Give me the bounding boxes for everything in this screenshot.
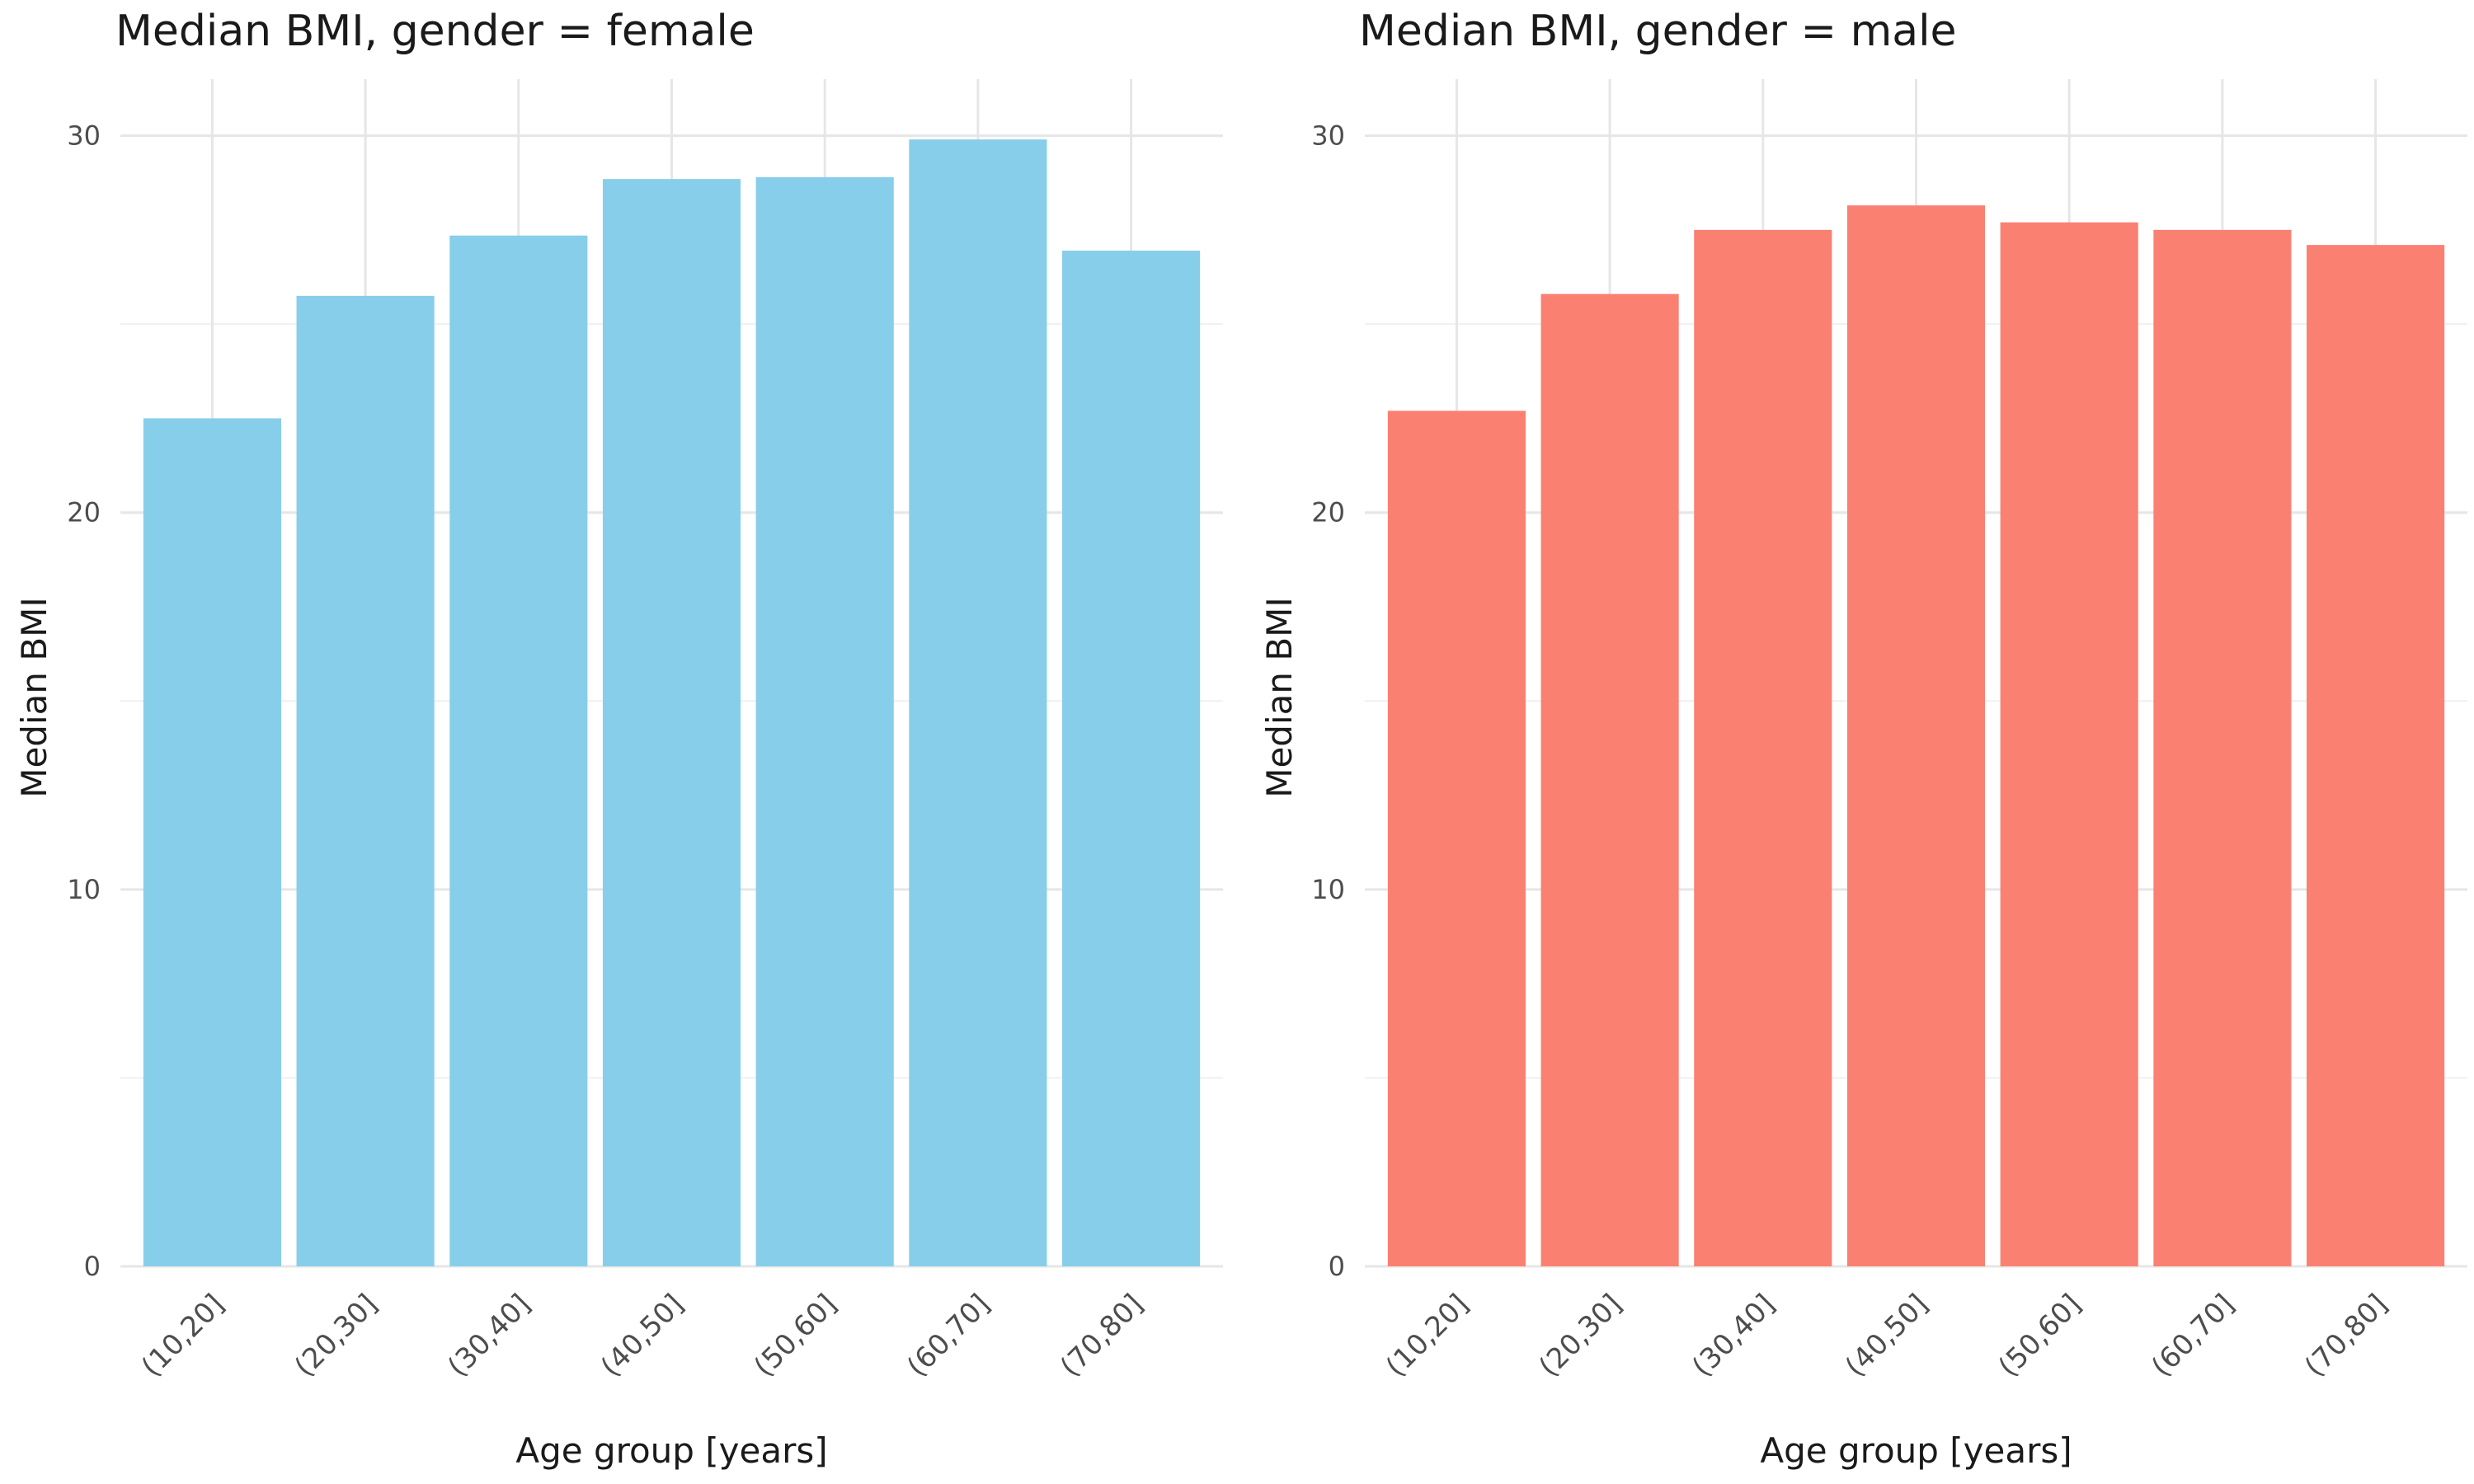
bar-70-80 — [1062, 251, 1201, 1266]
y-axis-title: Median BMI — [1259, 597, 1300, 798]
y-tick-label: 0 — [1329, 1251, 1345, 1282]
x-tick-label: (40,50] — [1839, 1288, 1935, 1383]
bar-60-70 — [909, 139, 1047, 1267]
x-axis-title: Age group [years] — [515, 1430, 827, 1471]
y-tick-label: 0 — [84, 1251, 101, 1282]
bar-60-70 — [2153, 229, 2292, 1266]
x-tick-label: (10,20] — [1380, 1288, 1475, 1383]
x-tick-label: (70,80] — [1054, 1288, 1150, 1383]
bar-50-60 — [755, 176, 894, 1266]
bar-10-20 — [143, 418, 281, 1266]
x-axis-title: Age group [years] — [1760, 1430, 2072, 1471]
bar-50-60 — [2000, 222, 2138, 1266]
x-tick-label: (60,70] — [2145, 1288, 2241, 1383]
bar-40-50 — [602, 179, 741, 1267]
bar-chart-female: 0 10 20 30 (10,20] (20,30] (30,40] (40,50] (50,6… — [14, 79, 1223, 1471]
bar-30-40 — [449, 235, 588, 1266]
bar-10-20 — [1387, 411, 1526, 1267]
y-tick-label: 10 — [1311, 874, 1345, 905]
x-tick-label: (20,30] — [289, 1288, 384, 1383]
bar-20-30 — [1540, 294, 1679, 1267]
bar-70-80 — [2307, 245, 2445, 1267]
chart-title-male: Median BMI, gender = male — [1359, 7, 1957, 56]
y-tick-label: 30 — [1311, 120, 1345, 152]
y-tick-label: 20 — [67, 497, 101, 528]
chart-panel-male: Median BMI, gender = male 0 10 20 30 (10,20]… — [1237, 0, 2474, 1484]
x-tick-label: (30,40] — [1686, 1288, 1781, 1383]
x-tick-label: (40,50] — [595, 1288, 690, 1383]
bar-chart-male: 0 10 20 30 (10,20] (20,30] (30,40] (40,50] (50,6… — [1259, 79, 2467, 1471]
x-tick-label: (60,70] — [901, 1288, 996, 1383]
x-tick-label: (10,20] — [135, 1288, 231, 1383]
bar-40-50 — [1846, 205, 1986, 1267]
chart-title-female: Median BMI, gender = female — [115, 7, 755, 56]
y-tick-label: 30 — [67, 120, 101, 152]
y-axis-title: Median BMI — [14, 597, 54, 798]
x-tick-label: (50,60] — [748, 1288, 844, 1383]
bar-30-40 — [1694, 229, 1832, 1266]
x-tick-label: (50,60] — [1992, 1288, 2088, 1383]
bar-20-30 — [296, 295, 435, 1266]
chart-panel-female: Median BMI, gender = female 0 10 20 30 (10,2… — [14, 7, 1223, 1471]
y-tick-label: 10 — [67, 874, 101, 905]
x-tick-label: (70,80] — [2298, 1288, 2394, 1383]
x-tick-label: (30,40] — [441, 1288, 537, 1383]
x-tick-label: (20,30] — [1533, 1288, 1629, 1383]
y-tick-label: 20 — [1311, 497, 1345, 528]
